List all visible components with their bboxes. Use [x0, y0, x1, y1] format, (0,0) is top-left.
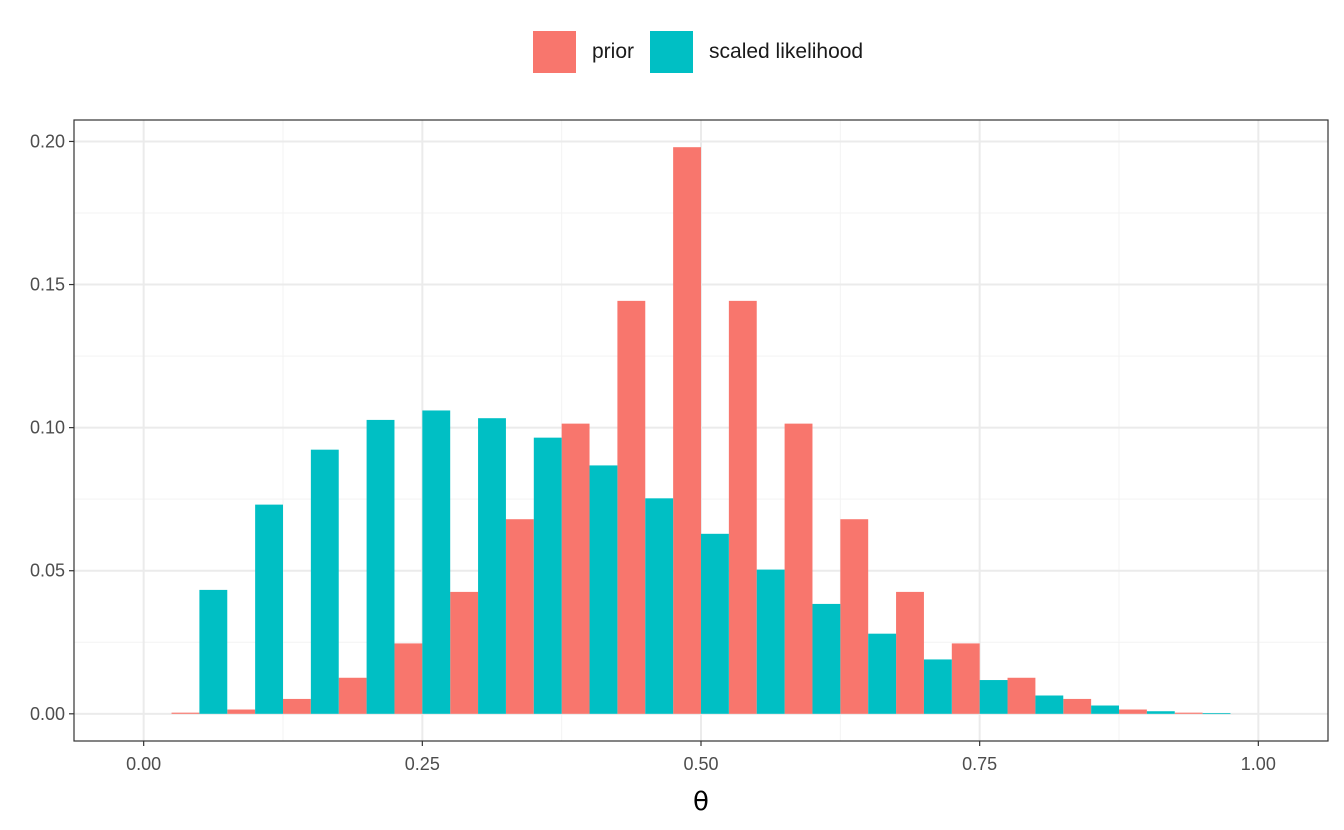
bar-scaled-likelihood	[1202, 713, 1231, 715]
bar-scaled-likelihood	[812, 603, 841, 714]
bar-prior	[673, 147, 701, 714]
bar-scaled-likelihood	[645, 498, 674, 714]
bar-scaled-likelihood	[1091, 705, 1119, 714]
bar-scaled-likelihood	[923, 659, 952, 714]
bar-scaled-likelihood	[478, 418, 506, 714]
bar-prior	[1119, 709, 1147, 714]
bar-prior	[338, 677, 367, 714]
bar-scaled-likelihood	[868, 633, 897, 714]
bar-prior	[227, 709, 256, 714]
x-tick-label: 1.00	[1241, 754, 1276, 774]
bar-scaled-likelihood	[533, 437, 562, 714]
x-tick-label: 0.00	[126, 754, 161, 774]
bars	[171, 147, 1231, 715]
bar-prior	[394, 643, 423, 714]
bar-scaled-likelihood	[1035, 695, 1064, 714]
y-tick-label: 0.15	[30, 275, 65, 295]
bar-scaled-likelihood	[701, 533, 729, 714]
x-axis-title: θ	[693, 787, 709, 817]
bar-prior	[840, 519, 869, 714]
y-tick-label: 0.20	[30, 131, 65, 151]
bar-scaled-likelihood	[756, 569, 785, 714]
x-tick-label: 0.75	[962, 754, 997, 774]
bar-prior	[728, 300, 757, 714]
bar-scaled-likelihood	[255, 504, 283, 714]
bar-prior	[896, 591, 924, 714]
bar-prior	[1174, 712, 1203, 714]
bar-scaled-likelihood	[199, 589, 228, 714]
bar-scaled-likelihood	[366, 419, 395, 714]
bar-prior	[171, 712, 200, 714]
x-tick-label: 0.25	[405, 754, 440, 774]
legend-label-prior: prior	[592, 40, 635, 63]
bar-prior	[450, 591, 479, 714]
y-tick-label: 0.00	[30, 704, 65, 724]
bar-scaled-likelihood	[979, 680, 1008, 714]
bar-scaled-likelihood	[1146, 711, 1175, 714]
x-tick-label: 0.50	[683, 754, 718, 774]
y-tick-label: 0.10	[30, 418, 65, 438]
bar-prior	[1063, 698, 1092, 714]
legend: prior scaled likelihood	[533, 31, 879, 73]
legend-key-scaled-likelihood	[650, 31, 694, 73]
bar-prior	[951, 643, 980, 714]
bar-prior	[1007, 677, 1036, 714]
bar-prior	[283, 698, 311, 714]
bar-prior	[505, 519, 534, 714]
legend-key-prior	[533, 31, 576, 73]
bar-scaled-likelihood	[589, 465, 618, 714]
bar-prior	[784, 423, 813, 714]
axes: 0.00 0.25 0.50 0.75 1.00 0.00 0.05 0.10 0.15 0.20	[30, 131, 1276, 774]
bar-prior	[561, 423, 590, 714]
legend-label-scaled-likelihood: scaled likelihood	[709, 40, 864, 63]
bar-prior	[617, 300, 646, 714]
bar-scaled-likelihood	[422, 410, 451, 714]
bar-scaled-likelihood	[310, 449, 339, 714]
y-tick-label: 0.05	[30, 561, 65, 581]
